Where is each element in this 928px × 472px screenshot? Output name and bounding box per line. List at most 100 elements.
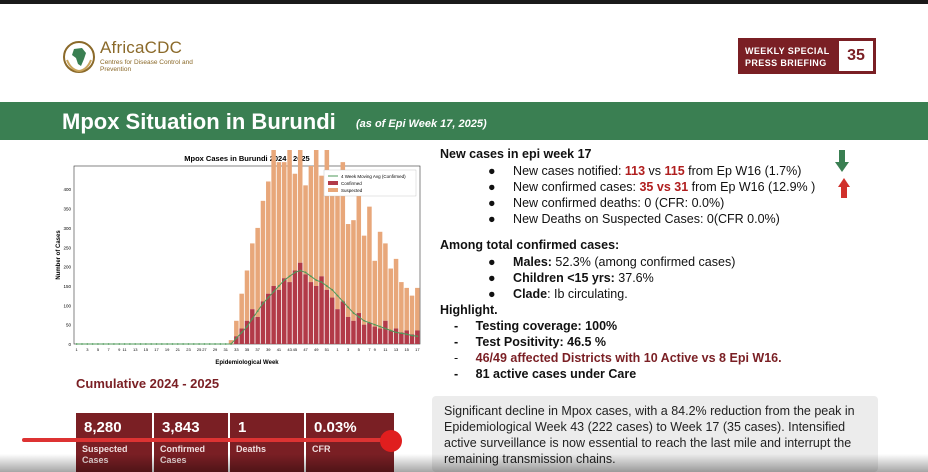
children-label: Children <15 yrs: <box>513 271 615 285</box>
cumulative-suspected-value: 8,280 <box>84 419 122 436</box>
moving-average-point <box>113 343 115 345</box>
x-tick-label: 5 <box>97 347 100 352</box>
moving-average-point <box>203 343 206 345</box>
suspected-bar <box>271 150 276 286</box>
moving-average-point <box>341 300 344 303</box>
suspected-bar <box>340 162 346 302</box>
bullet-icon: ● <box>488 196 496 210</box>
confirmed-bar <box>388 330 393 344</box>
x-tick-label: 11 <box>383 347 388 352</box>
summary-note: Significant decline in Mpox cases, with … <box>432 396 878 472</box>
confirmed-bar <box>415 330 420 344</box>
notified-previous: 115 <box>664 164 685 178</box>
suspected-bar <box>234 320 239 337</box>
y-tick-label: 350 <box>63 207 71 212</box>
x-tick-label: 15 <box>144 347 149 352</box>
cumulative-cfr: 0.03% CFR <box>306 413 394 472</box>
males-value: 52.3% (among confirmed cases) <box>551 255 736 269</box>
y-tick-label: 200 <box>63 265 71 270</box>
confirmed-suffix: from Ep W16 (12.9% ) <box>688 180 816 194</box>
suspected-bar <box>361 235 367 325</box>
moving-average-point <box>139 343 142 345</box>
moving-average-point <box>134 343 137 345</box>
confirmed-bar <box>244 320 250 344</box>
cumulative-deaths: 1 Deaths <box>230 413 304 472</box>
logo-subtitle: Centres for Disease Control and Preventi… <box>100 59 193 73</box>
highlight-item-1: Testing coverage: 100% <box>475 319 618 333</box>
suspected-bar <box>324 150 330 290</box>
notified-current: 113 <box>624 164 646 178</box>
bullet-new-deaths: ● New confirmed deaths: 0 (CFR: 0.0%) <box>488 196 724 210</box>
x-tick-label: 11 <box>122 347 127 352</box>
x-tick-label: 7 <box>107 347 110 352</box>
y-tick-label: 300 <box>63 226 71 231</box>
suspected-bar <box>367 206 372 323</box>
confirmed-bar <box>271 285 276 344</box>
clade-label: Clade <box>513 287 548 301</box>
x-tick-label: 51 <box>325 347 330 352</box>
video-progress-handle[interactable] <box>380 430 402 452</box>
males-label: Males: <box>513 255 552 269</box>
slide-subtitle: (as of Epi Week 17, 2025) <box>356 118 487 130</box>
moving-average-point <box>363 319 366 322</box>
confirmed-bar <box>399 332 404 344</box>
x-tick-label: 17 <box>154 347 159 352</box>
suspected-bar <box>372 260 378 327</box>
x-tick-label: 19 <box>165 347 170 352</box>
moving-average-point <box>235 337 238 340</box>
moving-average-point <box>325 285 328 287</box>
x-tick-label: 37 <box>255 347 260 352</box>
moving-average-point <box>118 343 121 345</box>
video-progress-bar[interactable] <box>22 438 390 442</box>
dash-icon: - <box>454 367 459 381</box>
cumulative-deaths-value: 1 <box>238 419 247 436</box>
x-tick-label: 31 <box>223 347 228 352</box>
confirmed-bar <box>239 328 244 344</box>
suspected-bar <box>282 162 287 279</box>
moving-average-point <box>405 333 408 336</box>
cumulative-suspected: 8,280 Suspected Cases <box>76 413 152 472</box>
moving-average-point <box>128 343 131 345</box>
confirmed-bar <box>372 326 378 344</box>
bullet-icon: ● <box>488 255 496 269</box>
moving-average-point <box>171 343 174 345</box>
y-tick-label: 50 <box>66 323 72 328</box>
confirmed-bar <box>383 320 388 344</box>
bullet-icon: ● <box>488 287 496 301</box>
legend-swatch-suspected <box>328 188 338 192</box>
x-tick-label: 5 <box>358 347 361 352</box>
moving-average-point <box>256 310 259 313</box>
moving-average-point <box>299 269 302 272</box>
confirmed-bar <box>351 320 356 344</box>
moving-average-point <box>411 334 413 337</box>
moving-average-point <box>166 343 169 345</box>
moving-average-point <box>368 321 371 324</box>
confirmed-bar <box>345 316 351 344</box>
y-tick-label: 100 <box>63 303 71 308</box>
total-confirmed-heading: Among total confirmed cases: <box>440 238 620 252</box>
x-tick-label: 25 <box>197 347 202 352</box>
suspected-bar <box>255 227 260 317</box>
new-deaths-text: New confirmed deaths: 0 (CFR: 0.0%) <box>513 196 725 210</box>
summary-note-text: Significant decline in Mpox cases, with … <box>444 404 855 466</box>
moving-average-point <box>416 335 419 338</box>
moving-average-point <box>230 343 232 345</box>
moving-average-point <box>198 343 200 345</box>
suspected-bar <box>351 220 356 321</box>
moving-average-point <box>86 343 89 345</box>
x-tick-label: 3 <box>347 347 350 352</box>
logo-title: AfricaCDC <box>100 38 183 57</box>
cumulative-cfr-value: 0.03% <box>314 419 357 436</box>
moving-average-point <box>304 271 307 274</box>
suspected-bar <box>409 295 415 335</box>
x-tick-label: 47 <box>303 347 308 352</box>
moving-average-point <box>91 343 94 345</box>
x-tick-label: 17 <box>415 347 420 352</box>
chart-title: Mpox Cases in Burundi 2024 - 2025 <box>184 154 309 163</box>
confirmed-bar <box>297 262 303 344</box>
badge-line-1: WEEKLY SPECIAL <box>745 46 830 56</box>
moving-average-point <box>144 343 147 345</box>
suspected-bar <box>292 173 298 271</box>
moving-average-point <box>379 325 381 328</box>
